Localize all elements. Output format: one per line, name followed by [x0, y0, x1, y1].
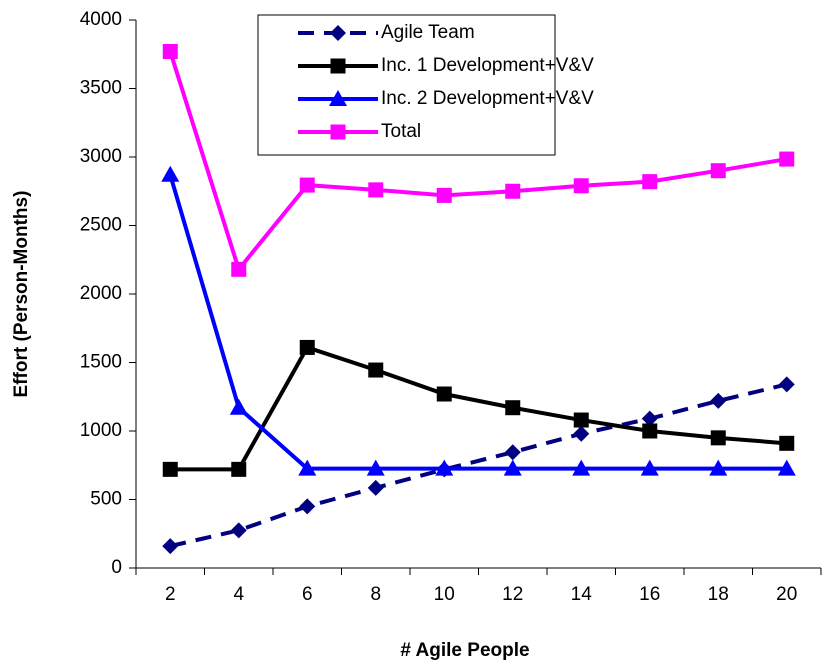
y-tick-label: 3500	[80, 78, 122, 99]
point	[368, 362, 384, 378]
legend-label: Total	[381, 121, 421, 142]
y-tick-label: 2000	[80, 283, 122, 304]
point	[573, 412, 589, 428]
point	[229, 398, 248, 415]
point	[435, 459, 454, 476]
x-tick-label: 2	[165, 584, 176, 605]
y-axis-title: Effort (Person-Months)	[11, 191, 32, 398]
x-tick-label: 16	[639, 584, 660, 605]
x-tick-label: 12	[502, 584, 523, 605]
point	[642, 174, 658, 190]
y-tick-label: 1000	[80, 420, 122, 441]
point	[641, 410, 658, 427]
point	[710, 163, 726, 179]
y-tick-label: 1500	[80, 352, 122, 373]
point	[231, 261, 247, 277]
point	[368, 182, 384, 198]
y-tick-label: 0	[111, 557, 122, 578]
series-line	[169, 382, 788, 549]
point	[231, 461, 247, 477]
point	[709, 459, 728, 476]
point	[162, 538, 179, 555]
y-tick-label: 4000	[80, 9, 122, 30]
x-tick-label: 6	[302, 584, 313, 605]
point	[573, 425, 590, 442]
point	[710, 392, 727, 409]
point	[779, 435, 795, 451]
point	[504, 444, 521, 461]
legend-marker	[330, 25, 346, 41]
point	[503, 459, 522, 476]
point	[640, 459, 659, 476]
point	[505, 183, 521, 199]
point	[161, 165, 180, 182]
point	[642, 423, 658, 439]
point	[299, 339, 315, 355]
point	[778, 376, 795, 393]
point	[230, 522, 247, 539]
point	[436, 187, 452, 203]
legend-label: Inc. 1 Development+V&V	[381, 55, 594, 76]
legend-label: Agile Team	[381, 22, 475, 43]
point	[299, 177, 315, 193]
point	[366, 459, 385, 476]
y-tick-label: 3000	[80, 146, 122, 167]
legend-marker	[330, 124, 346, 140]
x-tick-label: 18	[708, 584, 729, 605]
point	[162, 44, 178, 60]
point	[779, 151, 795, 167]
series-line	[168, 50, 788, 274]
point	[572, 459, 591, 476]
legend-marker	[330, 58, 346, 74]
legend-marker	[329, 90, 347, 106]
x-tick-label: 14	[571, 584, 593, 605]
x-tick-label: 20	[776, 584, 797, 605]
point	[436, 386, 452, 402]
series-line	[168, 174, 787, 471]
series-line	[170, 345, 787, 472]
x-tick-label: 10	[434, 584, 455, 605]
y-tick-label: 500	[90, 489, 122, 510]
point	[573, 178, 589, 194]
x-tick-label: 4	[233, 584, 244, 605]
point	[162, 461, 178, 477]
x-tick-label: 8	[370, 584, 381, 605]
point	[710, 430, 726, 446]
point	[777, 459, 796, 476]
point	[505, 400, 521, 416]
point	[298, 459, 317, 476]
y-tick-label: 2500	[80, 215, 122, 236]
point	[367, 479, 384, 496]
point	[299, 498, 316, 515]
x-axis-title: # Agile People	[400, 640, 529, 661]
legend-label: Inc. 2 Development+V&V	[381, 88, 594, 109]
